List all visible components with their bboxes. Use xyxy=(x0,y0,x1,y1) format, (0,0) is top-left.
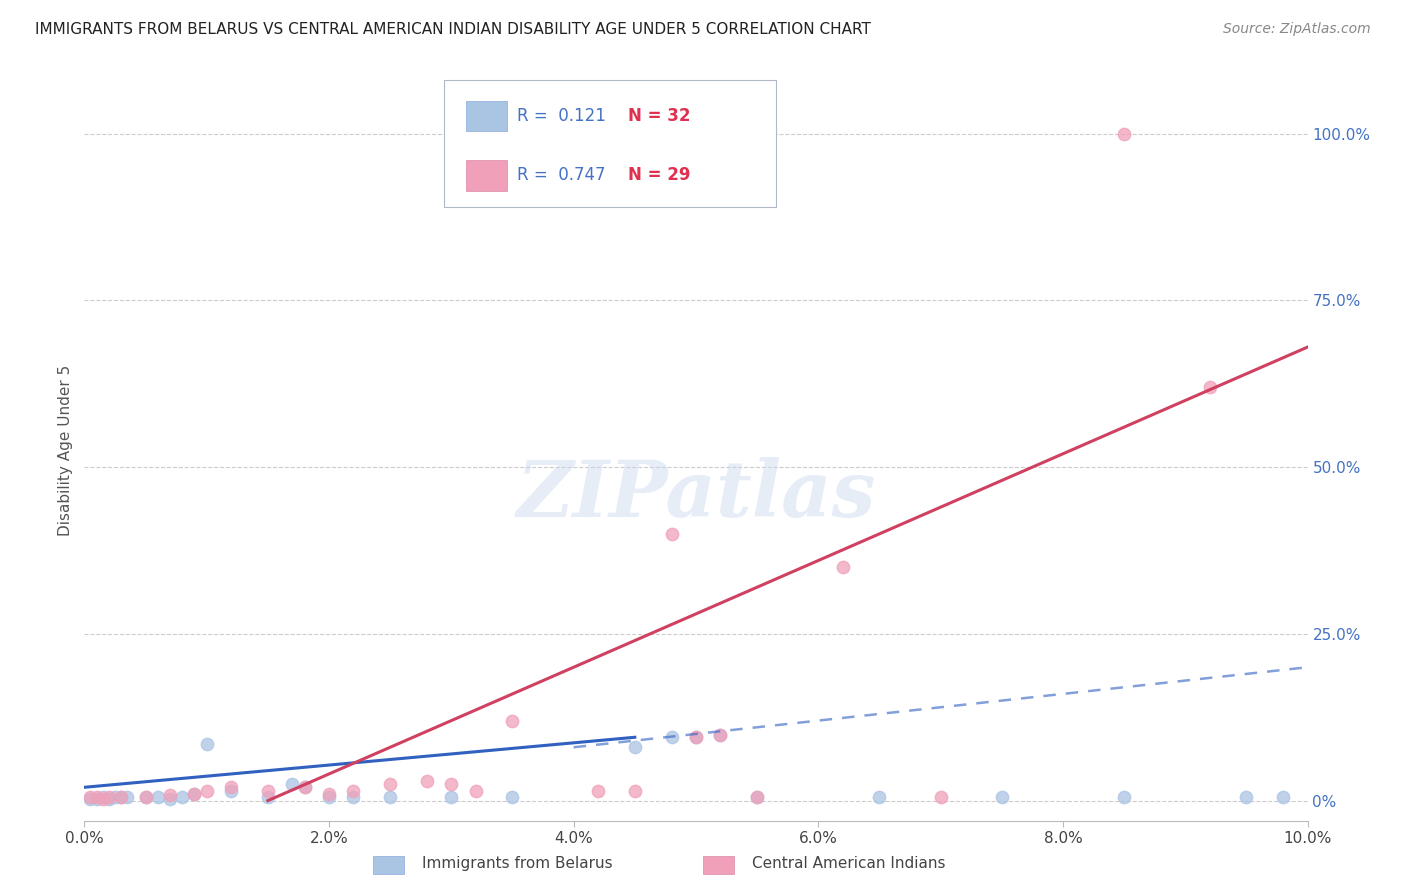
Point xyxy=(380,777,402,791)
Point xyxy=(79,790,101,805)
Point xyxy=(342,790,364,805)
Point xyxy=(195,737,218,751)
Point xyxy=(159,791,181,805)
Point xyxy=(219,783,242,797)
Point xyxy=(219,780,242,795)
Text: Immigrants from Belarus: Immigrants from Belarus xyxy=(422,856,613,871)
Point xyxy=(661,526,683,541)
Point xyxy=(502,714,524,728)
Text: Central American Indians: Central American Indians xyxy=(752,856,946,871)
Text: ZIPatlas: ZIPatlas xyxy=(516,457,876,533)
Point xyxy=(159,789,181,803)
Point xyxy=(1272,790,1295,805)
Point xyxy=(380,790,402,805)
Point xyxy=(709,728,731,742)
Point xyxy=(1114,790,1136,805)
Point xyxy=(624,783,647,797)
Point xyxy=(1114,127,1136,141)
Point xyxy=(97,790,120,805)
Point xyxy=(502,790,524,805)
Text: IMMIGRANTS FROM BELARUS VS CENTRAL AMERICAN INDIAN DISABILITY AGE UNDER 5 CORREL: IMMIGRANTS FROM BELARUS VS CENTRAL AMERI… xyxy=(35,22,872,37)
Point xyxy=(110,790,132,805)
Point xyxy=(79,791,101,805)
Y-axis label: Disability Age Under 5: Disability Age Under 5 xyxy=(58,365,73,536)
Point xyxy=(91,791,114,805)
Point xyxy=(257,790,280,805)
Point xyxy=(183,787,205,801)
Text: N = 32: N = 32 xyxy=(628,107,690,125)
Point xyxy=(135,790,157,805)
Point xyxy=(869,790,891,805)
Point xyxy=(318,787,340,801)
Point xyxy=(747,790,769,805)
Point xyxy=(172,790,194,805)
Point xyxy=(135,790,157,805)
Point xyxy=(440,777,463,791)
Point xyxy=(831,560,853,574)
Point xyxy=(991,790,1014,805)
Point xyxy=(91,790,114,805)
Text: R =  0.121: R = 0.121 xyxy=(517,107,606,125)
Text: Source: ZipAtlas.com: Source: ZipAtlas.com xyxy=(1223,22,1371,37)
Point xyxy=(115,790,138,805)
Point xyxy=(318,790,340,805)
Text: N = 29: N = 29 xyxy=(628,166,690,184)
Text: R =  0.747: R = 0.747 xyxy=(517,166,606,184)
Point xyxy=(685,731,707,745)
Point xyxy=(195,783,218,797)
Point xyxy=(929,790,952,805)
Point xyxy=(1198,380,1220,394)
Point xyxy=(86,791,108,805)
Point xyxy=(709,728,731,742)
Point xyxy=(281,777,304,791)
Point xyxy=(586,783,609,797)
Point xyxy=(97,791,120,805)
Point xyxy=(342,783,364,797)
Point xyxy=(257,783,280,797)
Point xyxy=(747,790,769,805)
Point xyxy=(464,783,486,797)
Point xyxy=(624,740,647,755)
Point xyxy=(416,773,439,788)
Point xyxy=(1236,790,1258,805)
Point xyxy=(440,790,463,805)
Point xyxy=(146,790,169,805)
Point xyxy=(661,731,683,745)
Point xyxy=(110,790,132,805)
Point xyxy=(294,780,316,795)
Point xyxy=(685,731,707,745)
Point xyxy=(86,790,108,805)
Point xyxy=(183,787,205,801)
Point xyxy=(104,790,127,805)
Point xyxy=(294,780,316,795)
